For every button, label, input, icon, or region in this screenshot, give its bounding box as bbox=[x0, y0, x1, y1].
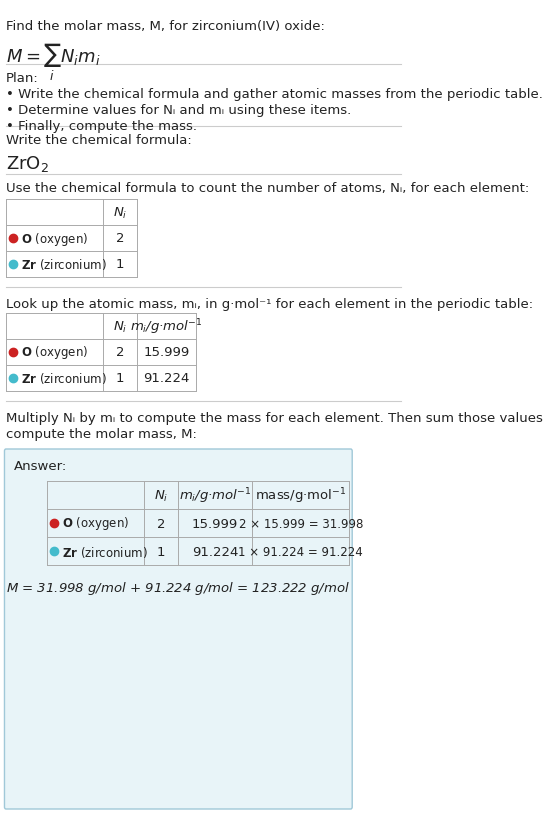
Text: Find the molar mass, M, for zirconium(IV) oxide:: Find the molar mass, M, for zirconium(IV… bbox=[6, 20, 325, 33]
Text: 1: 1 bbox=[116, 258, 124, 271]
Text: Multiply Nᵢ by mᵢ to compute the mass for each element. Then sum those values to: Multiply Nᵢ by mᵢ to compute the mass fo… bbox=[6, 411, 545, 424]
Text: $N_i$: $N_i$ bbox=[154, 488, 168, 503]
Text: • Finally, compute the mass.: • Finally, compute the mass. bbox=[6, 120, 197, 133]
Text: $\bf{Zr}$ (zirconium): $\bf{Zr}$ (zirconium) bbox=[21, 257, 107, 272]
Text: 2 × 15.999 = 31.998: 2 × 15.999 = 31.998 bbox=[239, 517, 363, 530]
Text: $\bf{Zr}$ (zirconium): $\bf{Zr}$ (zirconium) bbox=[62, 544, 148, 559]
Text: Write the chemical formula:: Write the chemical formula: bbox=[6, 133, 192, 147]
Text: 1: 1 bbox=[116, 372, 124, 385]
Text: 2: 2 bbox=[116, 233, 124, 245]
Text: $N_i$: $N_i$ bbox=[112, 319, 127, 334]
Text: ZrO$_2$: ZrO$_2$ bbox=[6, 154, 49, 174]
Text: mass/g·mol$^{-1}$: mass/g·mol$^{-1}$ bbox=[255, 486, 347, 505]
Text: $\bf{O}$ (oxygen): $\bf{O}$ (oxygen) bbox=[21, 344, 88, 361]
Text: 91.224: 91.224 bbox=[192, 545, 238, 558]
Text: 2: 2 bbox=[156, 517, 165, 530]
Text: 15.999: 15.999 bbox=[192, 517, 238, 530]
Text: $M = \sum_{i} N_i m_i$: $M = \sum_{i} N_i m_i$ bbox=[6, 42, 100, 83]
Text: $M$ = 31.998 g/mol + 91.224 g/mol = 123.222 g/mol: $M$ = 31.998 g/mol + 91.224 g/mol = 123.… bbox=[7, 579, 350, 596]
Text: $\bf{O}$ (oxygen): $\bf{O}$ (oxygen) bbox=[62, 515, 129, 532]
Text: $N_i$: $N_i$ bbox=[112, 206, 127, 220]
Text: 15.999: 15.999 bbox=[143, 346, 190, 359]
Text: • Determine values for Nᵢ and mᵢ using these items.: • Determine values for Nᵢ and mᵢ using t… bbox=[6, 104, 351, 117]
Text: compute the molar mass, M:: compute the molar mass, M: bbox=[6, 428, 197, 441]
Text: Use the chemical formula to count the number of atoms, Nᵢ, for each element:: Use the chemical formula to count the nu… bbox=[6, 182, 529, 195]
FancyBboxPatch shape bbox=[4, 450, 352, 809]
Text: $\bf{O}$ (oxygen): $\bf{O}$ (oxygen) bbox=[21, 230, 88, 247]
Text: 91.224: 91.224 bbox=[143, 372, 190, 385]
Text: 1: 1 bbox=[156, 545, 165, 558]
Text: Plan:: Plan: bbox=[6, 72, 39, 85]
Text: $m_i$/g·mol$^{-1}$: $m_i$/g·mol$^{-1}$ bbox=[179, 486, 251, 505]
Text: Look up the atomic mass, mᵢ, in g·mol⁻¹ for each element in the periodic table:: Look up the atomic mass, mᵢ, in g·mol⁻¹ … bbox=[6, 297, 533, 310]
Text: $m_i$/g·mol$^{-1}$: $m_i$/g·mol$^{-1}$ bbox=[130, 317, 203, 337]
Text: 1 × 91.224 = 91.224: 1 × 91.224 = 91.224 bbox=[238, 545, 363, 558]
Text: $\bf{Zr}$ (zirconium): $\bf{Zr}$ (zirconium) bbox=[21, 371, 107, 386]
Text: 2: 2 bbox=[116, 346, 124, 359]
Text: Answer:: Answer: bbox=[14, 459, 66, 473]
Text: • Write the chemical formula and gather atomic masses from the periodic table.: • Write the chemical formula and gather … bbox=[6, 88, 543, 101]
